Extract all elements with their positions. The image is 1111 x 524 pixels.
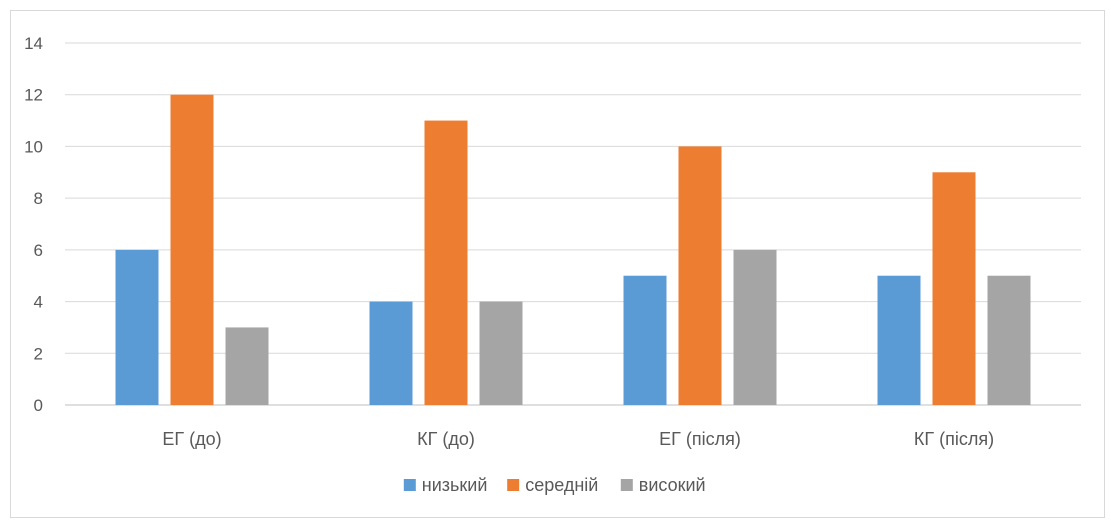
y-tick-label: 10 [24, 137, 43, 156]
legend-label: високий [639, 475, 706, 495]
bar-2 [932, 172, 976, 405]
bar-3 [225, 327, 269, 405]
legend-label: низький [422, 475, 488, 495]
y-axis-tick-labels: 0 2 4 6 8 10 12 14 [24, 34, 43, 415]
gridlines [65, 42, 1081, 406]
x-category-label: КГ (до) [417, 429, 475, 449]
bar-3 [987, 275, 1031, 405]
y-tick-label: 4 [34, 293, 43, 312]
bar-1 [115, 249, 159, 405]
bar-2 [678, 146, 722, 405]
bar-chart: 0 2 4 6 8 10 12 14 ЕГ (до) КГ (до) ЕГ (після) КГ (… [24, 34, 1081, 495]
bar-1 [369, 301, 413, 405]
bar-2 [170, 94, 214, 405]
legend-swatch [620, 479, 633, 491]
x-axis-category-labels: ЕГ (до) КГ (до) ЕГ (після) КГ (після) [162, 429, 994, 449]
bar-3 [733, 249, 777, 405]
bar-3 [479, 301, 523, 405]
bar-2 [424, 120, 468, 406]
chart-frame: 0 2 4 6 8 10 12 14 ЕГ (до) КГ (до) ЕГ (після) КГ (… [10, 10, 1105, 518]
x-category-label: КГ (після) [914, 429, 994, 449]
y-tick-label: 12 [24, 86, 43, 105]
legend: низький середній високий [403, 475, 706, 495]
bar-1 [623, 275, 667, 405]
y-tick-label: 2 [34, 344, 43, 363]
y-tick-label: 6 [34, 241, 43, 260]
y-tick-label: 14 [24, 34, 43, 53]
bars [115, 94, 1031, 406]
x-category-label: ЕГ (до) [162, 429, 221, 449]
bar-1 [877, 275, 921, 405]
y-tick-label: 8 [34, 189, 43, 208]
legend-swatch [507, 479, 520, 491]
legend-swatch [403, 479, 416, 491]
y-tick-label: 0 [34, 396, 43, 415]
legend-label: середній [525, 475, 598, 495]
x-category-label: ЕГ (після) [659, 429, 741, 449]
